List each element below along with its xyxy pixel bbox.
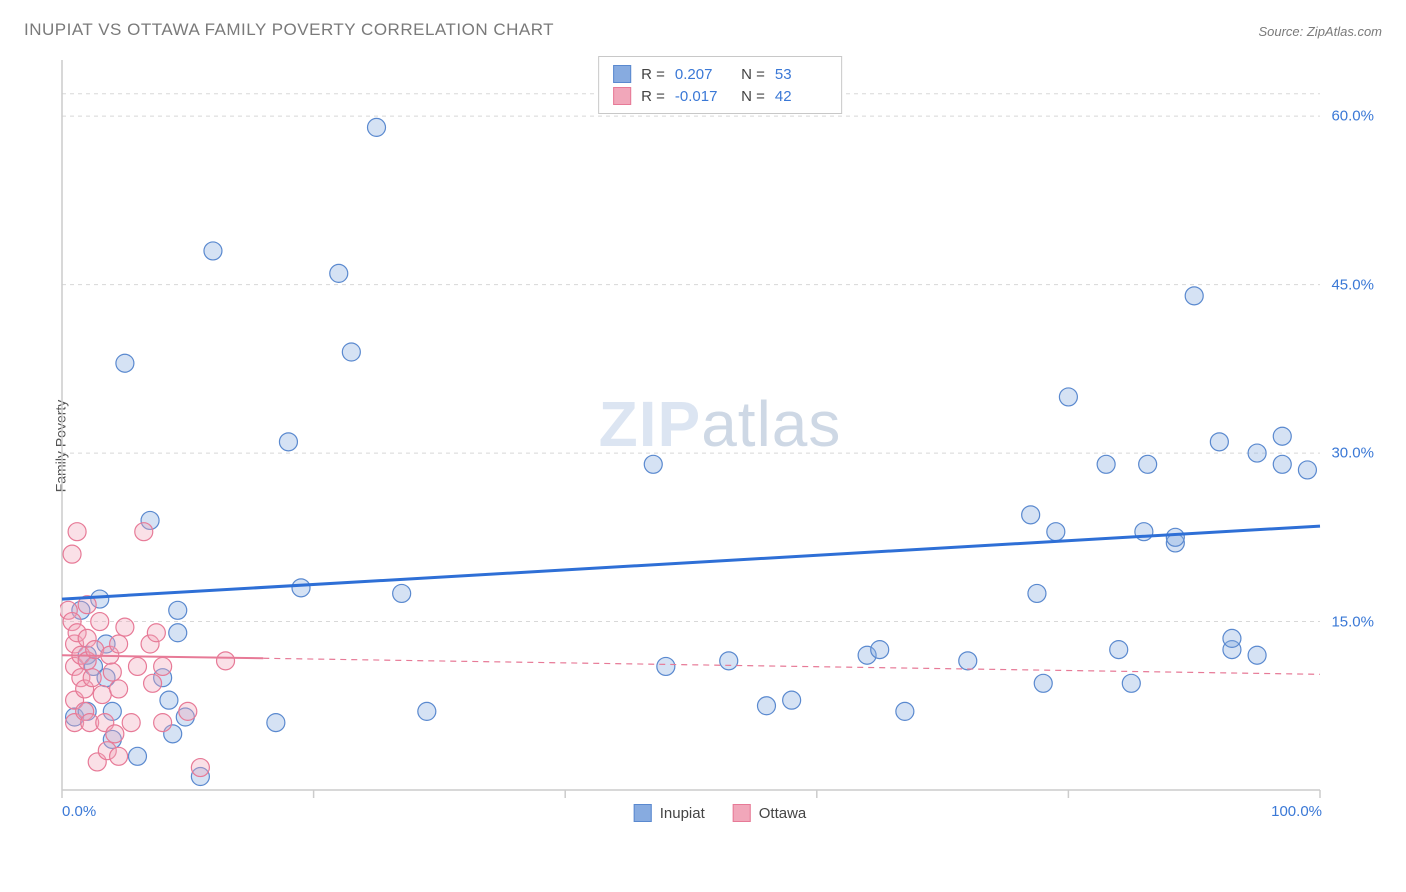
y-tick-label: 45.0% xyxy=(1331,276,1374,293)
chart-title: INUPIAT VS OTTAWA FAMILY POVERTY CORRELA… xyxy=(24,20,554,40)
y-tick-label: 60.0% xyxy=(1331,108,1374,125)
info-row-ottawa: R = -0.017 N = 42 xyxy=(613,85,827,107)
swatch-icon xyxy=(733,804,751,822)
plot-area: ZIPatlas R = 0.207 N = 53 R = -0.017 N =… xyxy=(60,50,1380,830)
swatch-icon xyxy=(634,804,652,822)
legend-label: Ottawa xyxy=(759,805,807,822)
correlation-info-box: R = 0.207 N = 53 R = -0.017 N = 42 xyxy=(598,56,842,114)
source-label: Source: ZipAtlas.com xyxy=(1258,24,1382,39)
legend: Inupiat Ottawa xyxy=(634,804,807,822)
swatch-icon xyxy=(613,65,631,83)
legend-item-ottawa: Ottawa xyxy=(733,804,807,822)
x-tick-label: 100.0% xyxy=(1271,803,1322,820)
legend-label: Inupiat xyxy=(660,805,705,822)
y-tick-label: 30.0% xyxy=(1331,445,1374,462)
legend-item-inupiat: Inupiat xyxy=(634,804,705,822)
n-value: 53 xyxy=(775,66,827,83)
x-tick-label: 0.0% xyxy=(62,803,96,820)
chart-container: INUPIAT VS OTTAWA FAMILY POVERTY CORRELA… xyxy=(0,0,1406,892)
swatch-icon xyxy=(613,87,631,105)
n-value: 42 xyxy=(775,88,827,105)
r-value: 0.207 xyxy=(675,66,727,83)
r-value: -0.017 xyxy=(675,88,727,105)
info-row-inupiat: R = 0.207 N = 53 xyxy=(613,63,827,85)
scatter-svg xyxy=(60,50,1380,830)
y-tick-label: 15.0% xyxy=(1331,613,1374,630)
